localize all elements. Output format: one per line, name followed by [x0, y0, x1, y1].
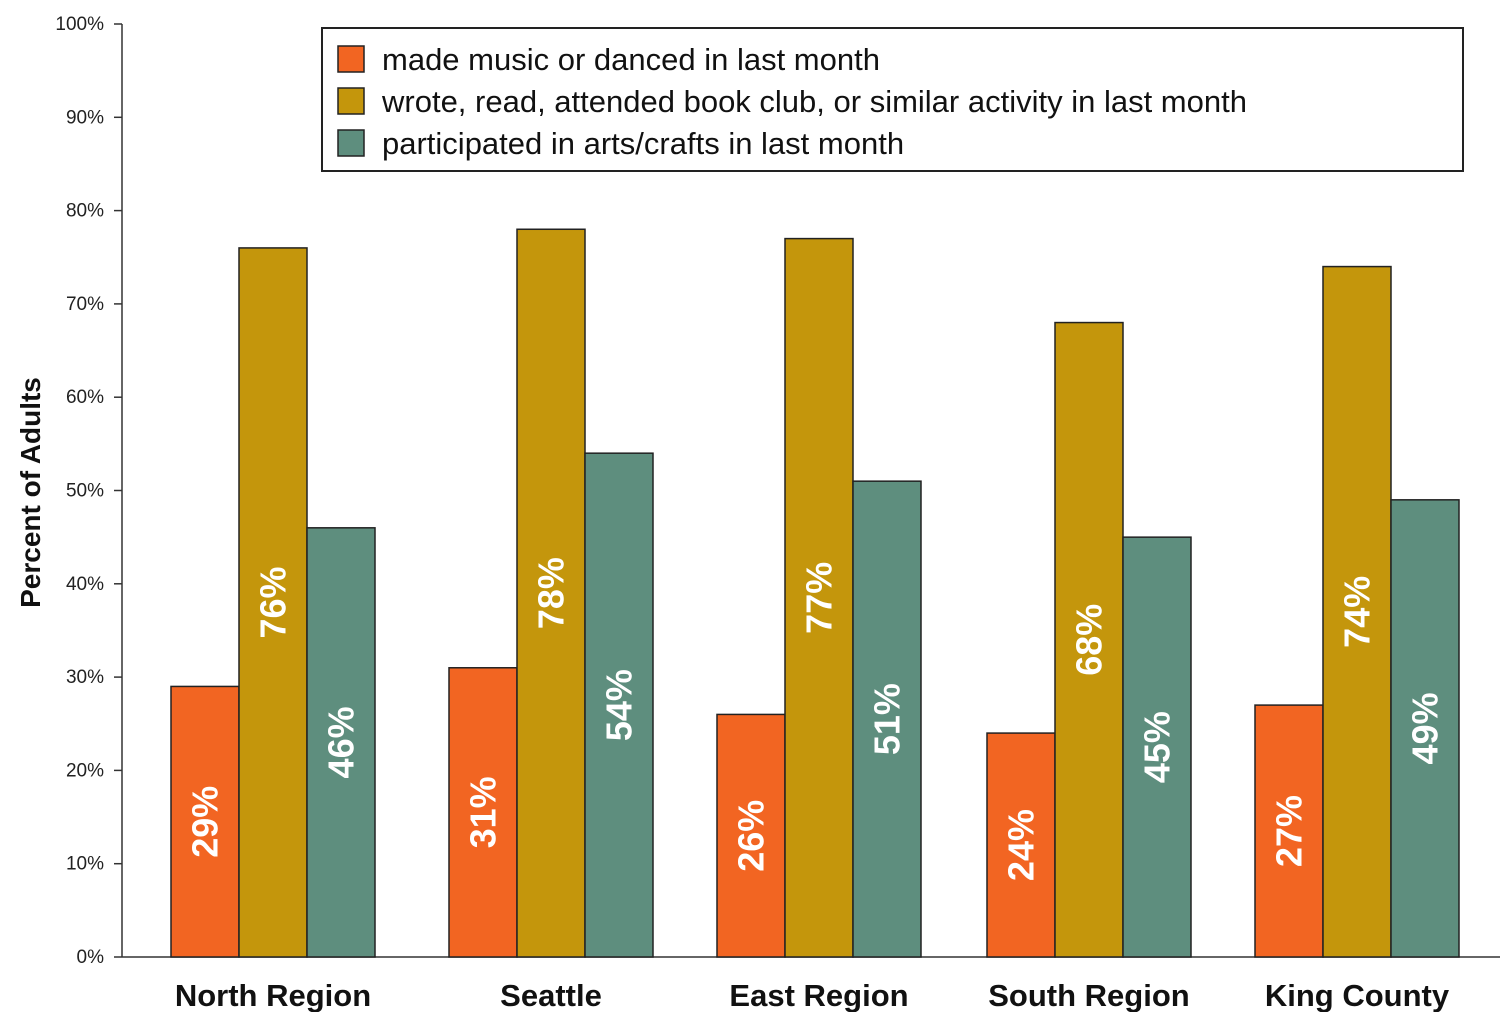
bar — [306, 527, 376, 958]
bar — [716, 713, 786, 958]
legend-label: participated in arts/crafts in last mont… — [382, 126, 904, 161]
x-category-label: King County — [1265, 978, 1450, 1012]
y-tick-label: 40% — [66, 574, 104, 595]
bar-value-label: 46% — [321, 706, 362, 778]
y-tick-label: 60% — [66, 387, 104, 408]
bar — [448, 667, 518, 958]
bar-value-label: 68% — [1069, 604, 1110, 676]
y-tick-label: 30% — [66, 667, 104, 688]
y-tick-label: 10% — [66, 854, 104, 875]
y-axis-title: Percent of Adults — [15, 377, 46, 608]
bar — [1254, 704, 1324, 958]
y-tick-label: 100% — [55, 14, 104, 35]
y-tick-label: 90% — [66, 107, 104, 128]
legend-swatch — [337, 45, 365, 73]
bar-value-label: 29% — [185, 786, 226, 858]
bar-value-label: 51% — [867, 683, 908, 755]
bar — [584, 452, 654, 958]
y-tick-label: 80% — [66, 201, 104, 222]
x-category-label: Seattle — [500, 978, 602, 1012]
legend-swatch — [337, 87, 365, 115]
bar-value-label: 24% — [1001, 809, 1042, 881]
legend-label: wrote, read, attended book club, or simi… — [381, 84, 1247, 119]
bar-value-label: 77% — [799, 562, 840, 634]
bar-value-label: 54% — [599, 669, 640, 741]
x-category-label: North Region — [175, 978, 371, 1012]
legend-label: made music or danced in last month — [382, 42, 880, 77]
bar — [986, 732, 1056, 958]
bar-value-label: 78% — [531, 557, 572, 629]
y-tick-label: 70% — [66, 294, 104, 315]
bar-value-label: 76% — [253, 566, 294, 638]
bar — [238, 247, 308, 958]
bar — [1054, 321, 1124, 958]
bar-value-label: 26% — [731, 800, 772, 872]
y-tick-label: 0% — [77, 947, 105, 968]
legend-box — [321, 27, 1464, 172]
bar — [1122, 536, 1192, 958]
x-category-label: East Region — [729, 978, 908, 1012]
bar — [1390, 499, 1460, 958]
y-tick-label: 50% — [66, 481, 104, 502]
bar-value-label: 27% — [1269, 795, 1310, 867]
x-category-label: South Region — [988, 978, 1189, 1012]
y-tick-label: 20% — [66, 760, 104, 781]
bar-value-label: 74% — [1337, 576, 1378, 648]
bar — [170, 685, 240, 958]
bar-value-label: 49% — [1405, 692, 1446, 764]
bar — [852, 480, 922, 958]
bar — [1322, 265, 1392, 958]
legend-swatch — [337, 129, 365, 157]
bar — [516, 228, 586, 958]
bar-value-label: 45% — [1137, 711, 1178, 783]
bar-value-label: 31% — [463, 776, 504, 848]
